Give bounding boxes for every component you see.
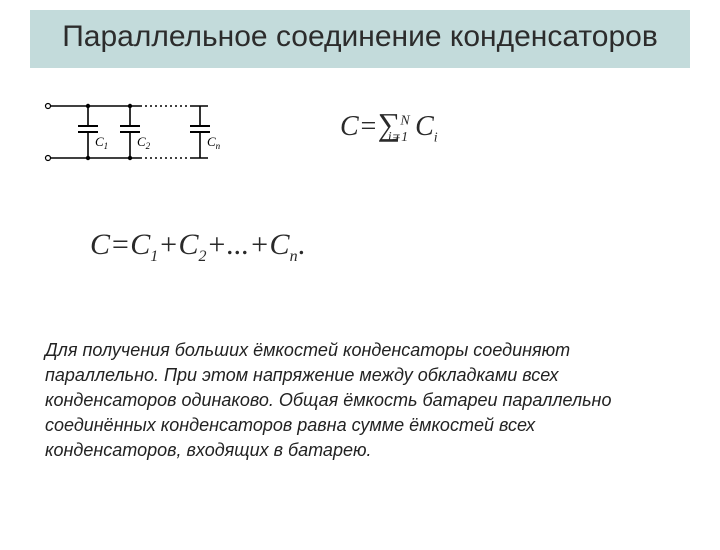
content-area: C1 C2 Cn C=∑Ni=1 Ci C=C1+C2+...+Cn. Для …: [30, 68, 690, 96]
title-band: Параллельное соединение конденсаторов: [30, 10, 690, 68]
fx-Cn: C: [270, 228, 290, 261]
parallel-capacitors-diagram: C1 C2 Cn: [40, 96, 250, 176]
svg-text:C2: C2: [137, 134, 151, 151]
fx-plus3: +: [249, 228, 269, 261]
formula-C: C: [340, 111, 359, 142]
fx-2: 2: [199, 248, 207, 265]
svg-text:C1: C1: [95, 134, 108, 151]
formula-eq: =: [359, 111, 378, 142]
fx-period: .: [298, 228, 306, 261]
fx-dots: ...: [227, 228, 250, 261]
fx-eq: =: [110, 228, 130, 261]
description-paragraph: Для получения больших ёмкостей конденсат…: [45, 338, 665, 464]
sigma-upper: N: [400, 113, 409, 128]
page-title: Параллельное соединение конденсаторов: [40, 18, 680, 56]
fx-C: C: [90, 228, 110, 261]
formula-summation: C=∑Ni=1 Ci: [340, 106, 438, 147]
formula-term-sub: i: [434, 130, 438, 145]
fx-C2: C: [179, 228, 199, 261]
sigma-lower: i=1: [388, 130, 408, 145]
formula-term: C: [415, 111, 434, 142]
fx-n: n: [290, 248, 298, 265]
fx-plus2: +: [207, 228, 227, 261]
formula-expanded: C=C1+C2+...+Cn.: [90, 228, 305, 266]
svg-text:Cn: Cn: [207, 134, 221, 151]
fx-plus1: +: [158, 228, 178, 261]
fx-C1: C: [130, 228, 150, 261]
